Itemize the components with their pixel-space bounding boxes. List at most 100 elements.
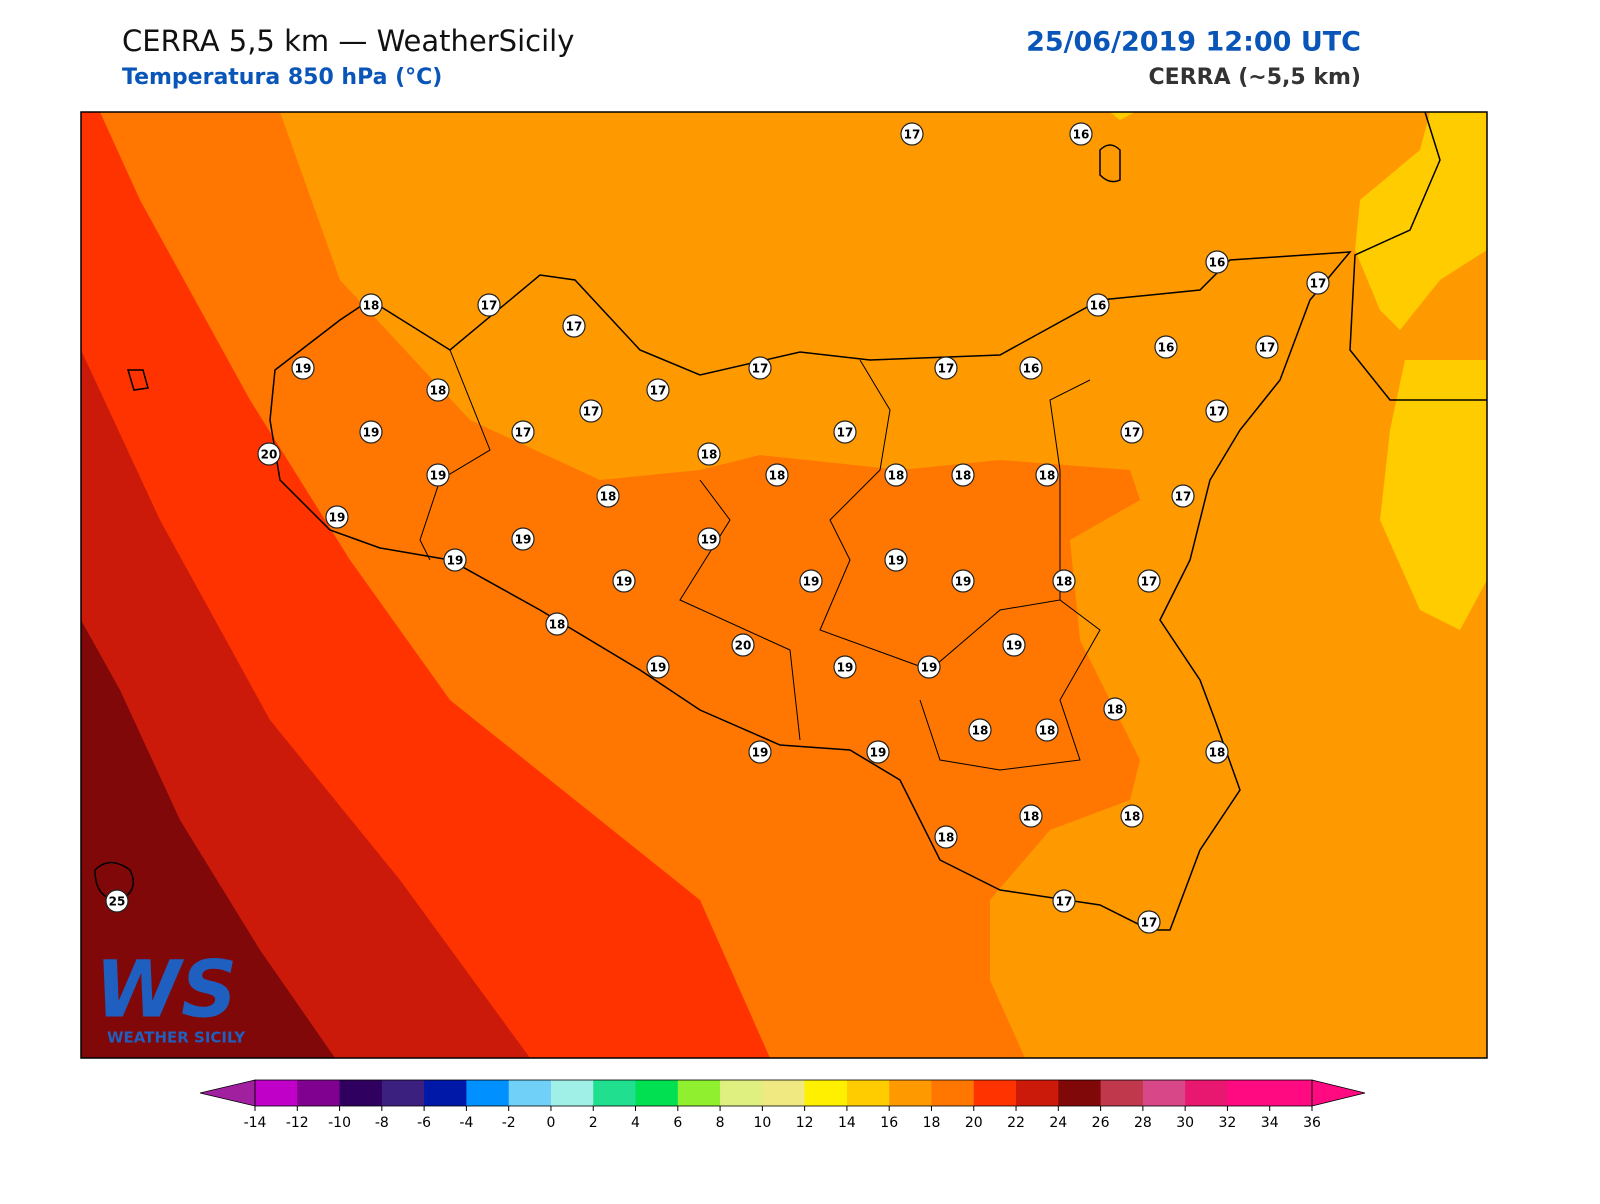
station-marker	[765, 463, 789, 487]
colorbar-tick-label: -8	[375, 1115, 389, 1131]
station-value: 18	[1107, 703, 1124, 717]
logo-letters: WS	[95, 945, 237, 1035]
station-value: 18	[430, 384, 447, 398]
station-value: 17	[1209, 405, 1226, 419]
station-marker	[833, 420, 857, 444]
colorbar-tick-label: -2	[502, 1115, 516, 1131]
station-marker	[596, 484, 620, 508]
colorbar-bin	[1058, 1080, 1102, 1106]
station-marker	[1120, 804, 1144, 828]
logo: WS WEATHER SICILY	[95, 945, 246, 1046]
colorbar-bin	[466, 1080, 510, 1106]
colorbar-tick-label: 28	[1134, 1115, 1152, 1131]
station-value: 18	[972, 724, 989, 738]
colorbar-tick-label: 8	[716, 1115, 725, 1131]
station-value: 18	[1056, 575, 1073, 589]
colorbar-tick-label: 12	[796, 1115, 814, 1131]
station-marker	[1205, 250, 1229, 274]
station-marker	[646, 378, 670, 402]
colorbar-bin	[550, 1080, 594, 1106]
station-value: 19	[1006, 639, 1023, 653]
station-value: 19	[837, 661, 854, 675]
station-marker	[934, 356, 958, 380]
station-value: 17	[515, 426, 532, 440]
station-marker	[1002, 633, 1026, 657]
station-marker	[477, 293, 501, 317]
station-marker	[1137, 569, 1161, 593]
title: CERRA 5,5 km — WeatherSicily	[122, 24, 574, 58]
date: 25/06/2019 12:00 UTC	[1026, 27, 1361, 58]
island	[94, 861, 135, 901]
station-value: 17	[1141, 575, 1158, 589]
colorbar-bin	[424, 1080, 467, 1106]
province-border	[679, 479, 801, 741]
station-marker	[1137, 910, 1161, 934]
station-value: 18	[363, 299, 380, 313]
station-value: 25	[109, 895, 126, 909]
colorbar-bin	[381, 1080, 425, 1106]
station-marker	[1171, 484, 1195, 508]
station-marker	[1154, 335, 1178, 359]
colorbar-bin	[1142, 1080, 1186, 1106]
station-marker	[799, 569, 823, 593]
station-value: 20	[735, 639, 752, 653]
station-marker	[697, 527, 721, 551]
station-marker	[1069, 122, 1093, 146]
colorbar-bin	[255, 1080, 298, 1106]
station-value: 19	[650, 661, 667, 675]
colorbar-tick-label: 16	[880, 1115, 898, 1131]
island	[1099, 144, 1121, 183]
station-marker	[748, 740, 772, 764]
colorbar-tick-label: -4	[459, 1115, 473, 1131]
station-value: 17	[752, 362, 769, 376]
station-marker	[426, 463, 450, 487]
station-value: 18	[888, 469, 905, 483]
colorbar-tick-label: 34	[1261, 1115, 1279, 1131]
station-marker	[1205, 740, 1229, 764]
colorbar-bin	[508, 1080, 552, 1106]
station-value: 19	[616, 575, 633, 589]
station-marker	[884, 463, 908, 487]
station-marker	[968, 718, 992, 742]
station-value: 17	[1310, 277, 1327, 291]
station-value: 19	[329, 511, 346, 525]
colorbar-tick-label: -12	[286, 1115, 309, 1131]
station-marker	[359, 293, 383, 317]
colorbar-under	[199, 1079, 256, 1107]
colorbar-tick-label: 18	[923, 1115, 941, 1131]
station-marker	[257, 442, 281, 466]
colorbar-tick-label: 4	[631, 1115, 640, 1131]
colorbar-bin	[846, 1080, 890, 1106]
colorbar-bin	[1185, 1080, 1228, 1106]
colorbar-bin	[677, 1080, 721, 1106]
station-marker	[646, 655, 670, 679]
station-value: 17	[938, 362, 955, 376]
colorbar-frame	[254, 1079, 1313, 1107]
station-marker	[612, 569, 636, 593]
station-value: 19	[701, 533, 718, 547]
subtitle: Temperatura 850 hPa (°C)	[122, 65, 442, 90]
station-value: 19	[430, 469, 447, 483]
station-value: 19	[921, 661, 938, 675]
station-marker	[1052, 569, 1076, 593]
station-value: 19	[888, 554, 905, 568]
station-marker	[951, 463, 975, 487]
station-value: 17	[650, 384, 667, 398]
logo-name: WEATHER SICILY	[107, 1029, 246, 1047]
colorbar-bin	[593, 1080, 637, 1106]
station-marker	[1255, 335, 1279, 359]
field-band	[1355, 112, 1487, 330]
station-value: 18	[1124, 810, 1141, 824]
station-value: 16	[1158, 341, 1175, 355]
source: CERRA (~5,5 km)	[1149, 65, 1361, 90]
station-marker	[1035, 463, 1059, 487]
station-marker	[1306, 271, 1330, 295]
colorbar-tick-label: -6	[417, 1115, 431, 1131]
station-value: 17	[583, 405, 600, 419]
station-marker	[1103, 697, 1127, 721]
station-marker	[697, 442, 721, 466]
station-value: 18	[938, 831, 955, 845]
colorbar-bin	[1269, 1080, 1313, 1106]
